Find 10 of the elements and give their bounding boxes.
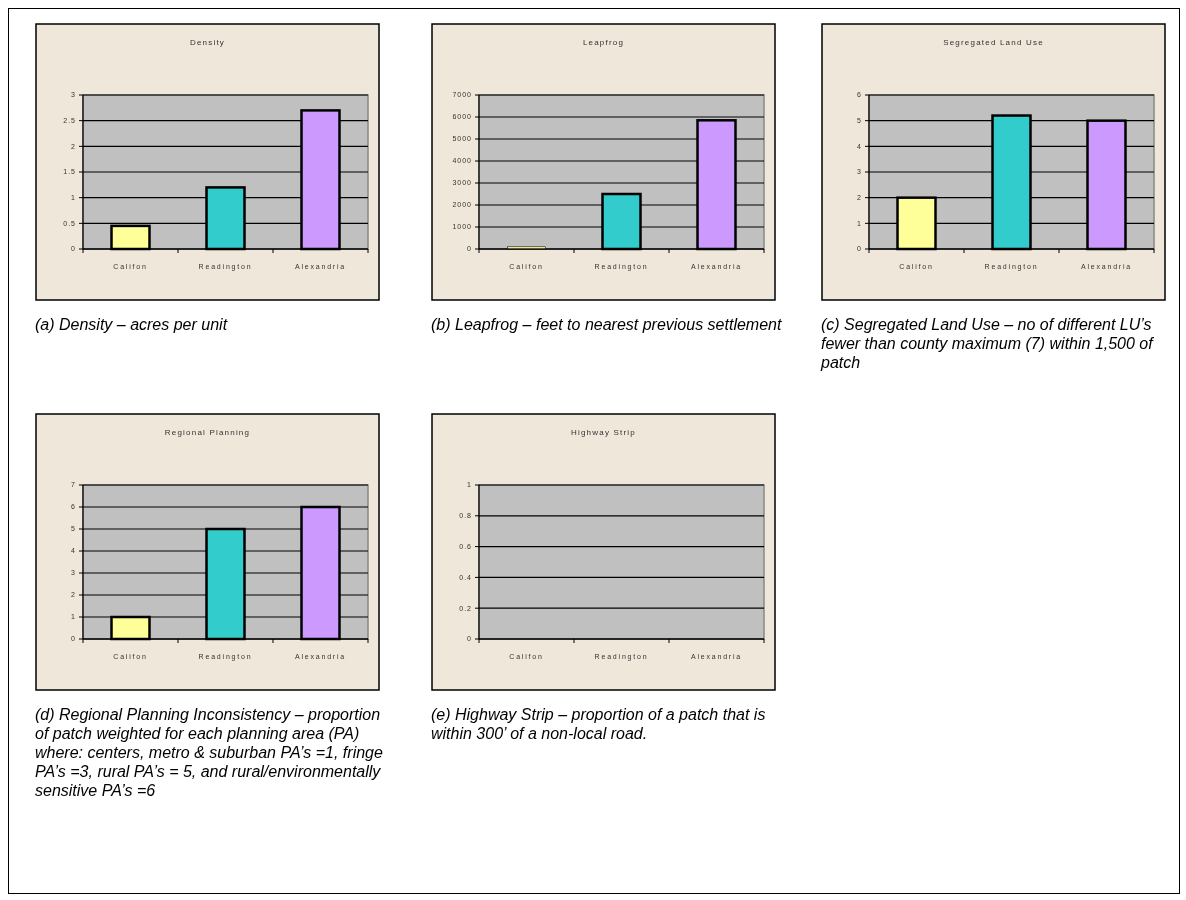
chart-title: Segregated Land Use bbox=[943, 38, 1044, 47]
text: (b) Leapfrog – feet to nearest previous settlement bbox=[431, 315, 783, 334]
text: (c) Segregated Land Use – no of different LU’s fewer than county maximum (7) within 1,500 of patch bbox=[821, 315, 1155, 372]
text: (d) Regional Planning Inconsistency – proportion of patch weighted for each planning area (PA) where: centers, metro & suburban PA’s =1, fringe PA’s =3, rural PA’s = 5, and rural/environmentally sensitive PA’s =6 bbox=[35, 705, 384, 800]
text: (a) Density – acres per unit bbox=[35, 315, 229, 334]
chart-title: Highway Strip bbox=[571, 428, 636, 437]
chart-title: Density bbox=[189, 38, 226, 47]
text: (e) Highway Strip – proportion of a patch that is within 300’ of a non-local road. bbox=[431, 705, 767, 743]
chart-title: Leapfrog bbox=[582, 38, 625, 47]
chart-title: Regional Planning bbox=[164, 428, 251, 437]
